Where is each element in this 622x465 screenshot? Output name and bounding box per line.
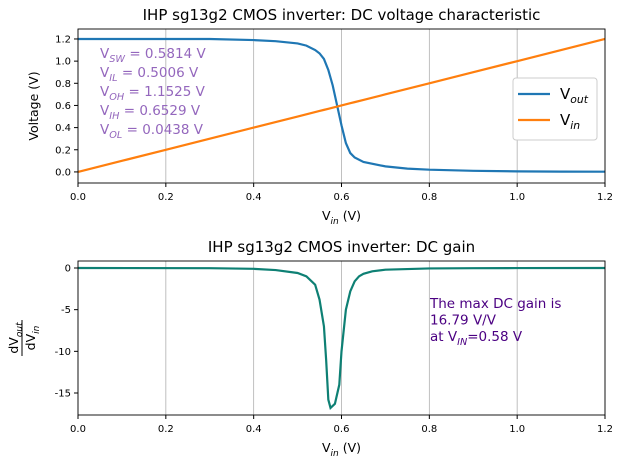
text-part: 16.79 V/V	[430, 313, 497, 329]
legend-box	[512, 77, 598, 141]
annotation: 16.79 V/V	[430, 313, 497, 329]
text-part: (V)	[339, 208, 361, 223]
text-part: Voltage (V)	[26, 71, 41, 140]
x-tick-label: 0.2	[158, 192, 174, 203]
text-part: SW	[109, 54, 125, 65]
text-part: = 0.0438 V	[122, 122, 203, 138]
x-tick-label: 0.4	[246, 192, 262, 203]
chart-title: IHP sg13g2 CMOS inverter: DC gain	[208, 238, 475, 256]
annotation: The max DC gain is	[429, 296, 561, 312]
annotation: VSW = 0.5814 V	[100, 46, 206, 65]
x-tick-label: 1.0	[509, 192, 525, 203]
y-tick-label: 0	[65, 264, 71, 275]
text-part: in	[32, 325, 42, 334]
y-axis-label: Voltage (V)	[26, 71, 41, 140]
series-line	[77, 37, 606, 173]
x-tick-label: 0.6	[334, 192, 350, 203]
x-tick-label: 0.2	[158, 424, 174, 435]
text-part: in	[331, 217, 340, 227]
y-tick-label: 0.0	[55, 167, 71, 178]
text-part: IL	[109, 73, 117, 84]
legend-label: Vin	[560, 111, 580, 132]
text-part: dV	[23, 333, 38, 350]
annotation: VOL = 0.0438 V	[100, 122, 204, 141]
annotation: VIL = 0.5006 V	[100, 65, 199, 84]
y-tick-label: 0.2	[55, 145, 71, 156]
x-tick-label: 0.8	[421, 424, 437, 435]
x-axis-label: Vin (V)	[322, 440, 361, 459]
text-part: V	[100, 46, 110, 62]
text-part: V	[322, 440, 331, 455]
text-part: V	[560, 111, 571, 129]
legend-label: Vout	[560, 85, 589, 106]
x-tick-label: 0.6	[334, 424, 350, 435]
text-part: The max DC gain is	[429, 296, 561, 312]
x-axis-label: Vin (V)	[322, 208, 361, 227]
plot-frame	[77, 28, 606, 184]
text-part: IN	[457, 337, 468, 348]
y-tick-label: -15	[55, 389, 71, 400]
chart-title: IHP sg13g2 CMOS inverter: DC voltage cha…	[143, 6, 541, 24]
text-part: = 0.5814 V	[125, 46, 206, 62]
text-part: = 1.1525 V	[124, 84, 205, 100]
x-tick-label: 1.2	[597, 192, 613, 203]
x-tick-label: 0.8	[421, 192, 437, 203]
text-part: V	[100, 122, 110, 138]
x-tick-label: 1.2	[597, 424, 613, 435]
text-part: OH	[109, 92, 125, 103]
text-part: V	[322, 208, 331, 223]
y-tick-label: -10	[55, 347, 71, 358]
annotation: VIH = 0.6529 V	[100, 103, 201, 122]
plot-frame	[77, 260, 606, 416]
text-part: out	[570, 93, 588, 106]
x-tick-label: 0.0	[70, 192, 86, 203]
y-tick-label: 1.2	[55, 34, 71, 45]
text-part: V	[100, 84, 110, 100]
y-tick-label: -5	[61, 305, 71, 316]
text-part: in	[331, 449, 340, 459]
text-part: (V)	[339, 440, 361, 455]
y-tick-label: 0.8	[55, 79, 71, 90]
y-label-denominator: dVin	[23, 325, 42, 350]
series-line	[78, 37, 606, 173]
series-line	[77, 266, 606, 410]
annotation: at VIN=0.58 V	[430, 329, 523, 348]
text-part: V	[100, 65, 110, 81]
annotation: VOH = 1.1525 V	[100, 84, 206, 103]
text-part: at V	[430, 329, 458, 345]
y-tick-label: 0.4	[55, 123, 71, 134]
text-part: = 0.6529 V	[119, 103, 200, 119]
y-tick-label: 0.6	[55, 101, 71, 112]
text-part: V	[100, 103, 110, 119]
x-tick-label: 0.4	[246, 424, 262, 435]
text-part: dV	[6, 337, 21, 354]
x-tick-label: 0.0	[70, 424, 86, 435]
y-tick-label: 1.0	[55, 57, 71, 68]
text-part: in	[570, 119, 580, 132]
text-part: out	[15, 322, 25, 337]
text-part: V	[560, 85, 571, 103]
text-part: = 0.5006 V	[118, 65, 199, 81]
y-label-numerator: dVout	[6, 322, 25, 354]
text-part: =0.58 V	[467, 329, 523, 345]
x-tick-label: 1.0	[509, 424, 525, 435]
text-part: OL	[109, 130, 122, 141]
text-part: IH	[109, 111, 120, 122]
